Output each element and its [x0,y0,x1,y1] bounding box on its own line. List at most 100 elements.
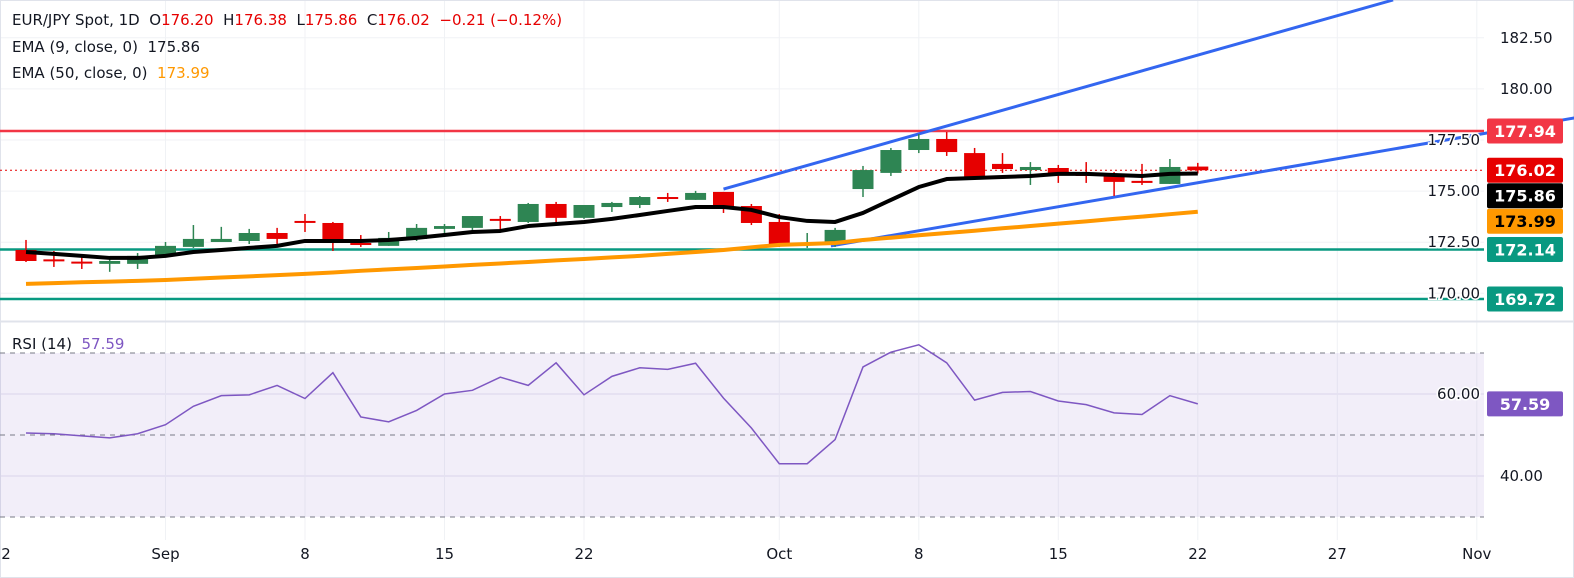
ema50-line [25,209,1198,286]
close-label: C [366,11,378,29]
rsi-value-tag: 57.59 [1500,395,1551,414]
candle-down [936,138,958,153]
time-tick-label: 15 [435,545,454,563]
price-tick-label: 180.00 [1500,80,1553,98]
rsi-value: 57.59 [81,335,125,353]
ema9-label: EMA (9, close, 0) [12,38,138,56]
symbol-legend: EUR/JPY Spot, 1D O176.20 H176.38 L175.86… [12,11,562,29]
candle-up [406,227,428,239]
support-price-tag: 169.72 [1494,290,1556,309]
ema50-legend[interactable]: EMA (50, close, 0) 173.99 [12,64,210,82]
candle-up [461,216,483,228]
time-tick-label: 8 [300,545,310,563]
upper-channel-trendline [723,0,1394,191]
candle-up [155,245,176,256]
time-axis[interactable]: 2 Sep 8 15 22 Oct 8 15 22 27 Nov [1,545,1491,563]
candle-down [713,191,734,209]
candle-up [908,138,930,151]
candle-down [657,197,679,200]
candle-down [266,232,288,239]
candle-up [573,204,595,218]
candle-down [43,259,65,262]
open-value: 176.20 [161,11,214,29]
ema50-price-tag-bg [1487,208,1563,234]
candle-down [768,221,790,245]
price-tick-label: 182.50 [1500,29,1553,47]
rsi-line [25,343,1199,465]
candle-up [99,260,121,264]
rsi-pane [0,343,1484,518]
ema9-value: 175.86 [147,38,201,56]
lower-channel-trendline [830,116,1574,248]
open-label: O [149,11,162,29]
resistance-price-tag: 177.94 [1494,122,1556,141]
price-tick-label: 175.00 [1428,182,1481,200]
candle-up [210,238,232,242]
time-tick-label: 2 [1,545,11,563]
time-tick-label: 8 [914,545,924,563]
candle-down [1103,175,1125,182]
candle-down [350,243,372,246]
candles [15,132,1209,272]
last-price-tag-bg [1487,157,1563,183]
close-value: 176.02 [377,11,430,29]
change-value: −0.21 (−0.12%) [439,11,563,29]
candle-up [238,232,260,241]
time-tick-label: 15 [1049,545,1068,563]
candle-up [685,192,707,200]
high-value: 176.38 [234,11,287,29]
high-label: H [223,11,235,29]
support-price-tag-bg [1487,237,1563,263]
candle-up [601,202,623,208]
candle-down [71,261,93,264]
candle-down [489,218,511,221]
rsi-legend[interactable]: RSI (14) 57.59 [12,335,124,353]
symbol-title[interactable]: EUR/JPY Spot, 1D [12,11,140,29]
time-tick-label: 22 [574,545,593,563]
rsi-value-tag-bg [1487,391,1563,417]
ema9-price-tag: 175.86 [1494,187,1556,206]
last-price-tag: 176.02 [1494,161,1556,180]
time-tick-label: Nov [1462,545,1491,563]
low-label: L [296,11,305,29]
candle-down [1131,180,1153,183]
candle-up [1019,166,1041,171]
candle-down [545,203,567,218]
candle-down [992,163,1013,170]
support-price-tag-bg [1487,286,1563,312]
rsi-label: RSI (14) [12,335,72,353]
low-value: 175.86 [304,11,358,29]
candle-up [880,150,902,173]
candle-down [322,222,344,244]
candle-up [852,170,874,190]
candle-down [964,153,986,177]
candle-down [15,249,37,261]
candle-down [294,220,316,223]
ema9-line [25,171,1198,260]
price-tags: 177.94 176.02 175.86 173.99 172.14 169.72 57.5… [1487,118,1563,417]
ema9-price-tag-bg [1487,183,1563,209]
candle-up [517,203,539,222]
price-tick-label: 170.00 [1428,284,1481,302]
ema50-value: 173.99 [157,64,210,82]
rsi-tick-label: 40.00 [1500,467,1543,485]
ema-lines [25,171,1198,286]
candle-up [182,238,204,247]
support-price-tag: 172.14 [1494,241,1556,260]
ema9-legend[interactable]: EMA (9, close, 0) 175.86 [12,38,200,56]
candle-down [1187,166,1209,171]
price-tick-label: 177.50 [1428,131,1481,149]
price-tick-label: 172.50 [1428,233,1481,251]
time-tick-label: 22 [1188,545,1207,563]
time-tick-label: 27 [1328,545,1347,563]
price-axis[interactable]: 182.50 180.00 177.50 175.00 172.50 170.00 60.0… [1426,29,1553,485]
ema50-price-tag: 173.99 [1494,212,1556,231]
ema50-label: EMA (50, close, 0) [12,64,148,82]
candle-up [434,226,455,229]
time-tick-label: Sep [151,545,179,563]
candle-down [1047,167,1069,174]
overlay-lines [0,0,1574,301]
